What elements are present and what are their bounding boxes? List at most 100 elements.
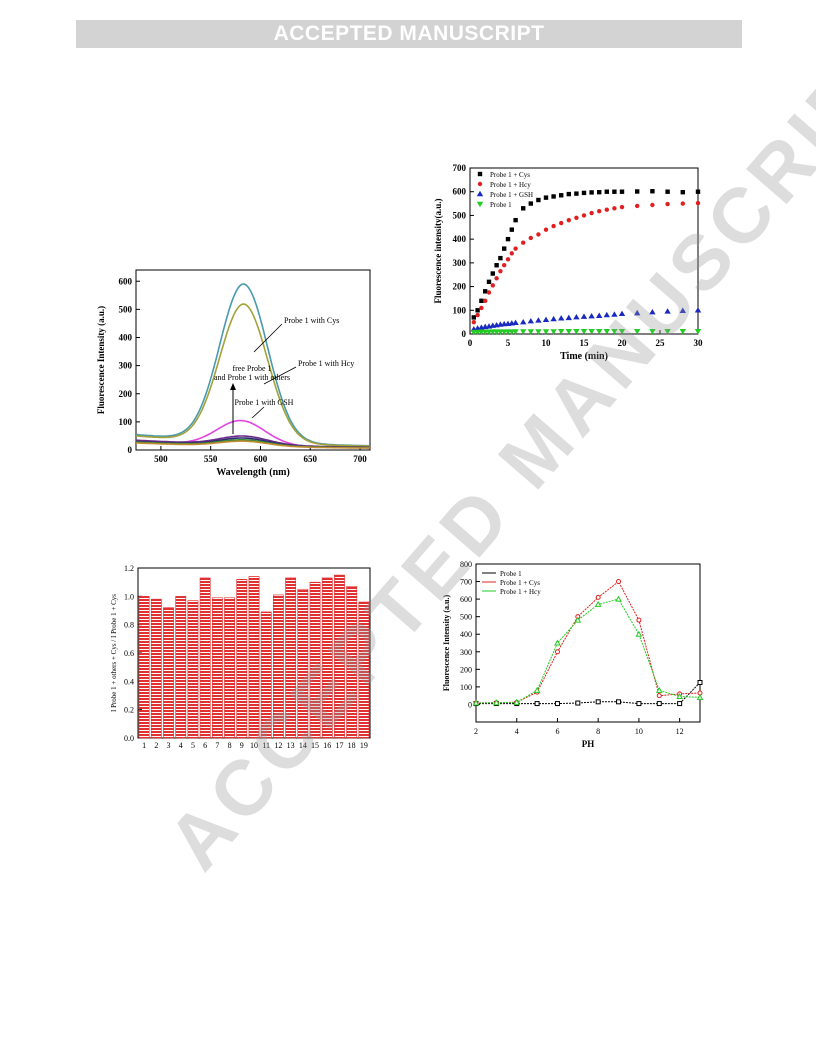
x-tick-label: 14: [299, 741, 307, 750]
spectrum-line: [135, 303, 370, 447]
x-tick-label: 8: [228, 741, 232, 750]
data-point-triangle-down: [558, 328, 565, 335]
data-point-square: [534, 701, 540, 707]
x-tick-label: 1: [142, 741, 146, 750]
data-point-square: [574, 191, 579, 196]
data-point-triangle: [594, 600, 602, 607]
bar: [150, 598, 162, 739]
x-tick-label: 500: [154, 454, 168, 464]
x-tick-label: 600: [254, 454, 268, 464]
data-point-square: [575, 700, 581, 706]
data-point-square: [656, 701, 662, 707]
data-point-triangle: [679, 307, 686, 313]
data-point-square: [475, 308, 480, 313]
legend-entry: Probe 1 + Hcy: [490, 181, 531, 189]
data-point-circle: [536, 232, 541, 237]
x-tick-label: 5: [506, 338, 511, 348]
data-point-square: [697, 680, 703, 685]
x-tick-label: 25: [656, 338, 666, 348]
data-point-circle: [597, 208, 602, 214]
data-point-square: [559, 193, 564, 198]
data-point-triangle: [580, 313, 588, 319]
data-point-triangle: [635, 630, 643, 637]
data-point-circle: [554, 649, 560, 655]
data-point-square: [505, 236, 511, 242]
data-point-circle: [695, 200, 701, 206]
data-point-circle: [486, 290, 492, 295]
y-tick-label: 0.4: [124, 677, 134, 686]
data-point-triangle: [520, 318, 527, 325]
x-tick-label: 15: [580, 338, 590, 348]
data-point-triangle: [676, 693, 683, 700]
bar: [187, 600, 199, 739]
data-point-square: [665, 189, 670, 194]
x-tick-label: 4: [515, 727, 519, 736]
y-tick-label: 800: [460, 560, 472, 569]
y-tick-label: 0.8: [124, 621, 134, 630]
data-point-triangle: [649, 308, 656, 315]
y-tick-label: 100: [119, 417, 133, 427]
x-tick-label: 10: [542, 338, 552, 348]
data-point-circle: [477, 181, 483, 187]
series-line: [475, 580, 701, 704]
data-point-triangle: [527, 317, 534, 324]
data-point-triangle-down: [573, 328, 580, 335]
y-tick-label: 200: [453, 282, 467, 292]
data-point-circle: [680, 201, 685, 206]
annotation-arrowhead: [230, 383, 236, 390]
data-point-circle: [581, 213, 587, 218]
data-point-triangle: [615, 595, 622, 602]
annotation-gsh: Probe 1 with GSH: [235, 398, 294, 407]
x-tick-label: 700: [353, 454, 367, 464]
legend-entry: Probe 1 + GSH: [490, 191, 533, 199]
data-point-square: [677, 701, 683, 707]
plot-frame: [135, 269, 371, 451]
data-point-triangle-down: [634, 328, 641, 335]
data-point-circle: [551, 223, 556, 229]
data-point-circle: [505, 257, 511, 262]
data-point-square: [635, 189, 640, 194]
data-point-circle: [521, 240, 526, 245]
x-axis-label: Wavelength (nm): [216, 467, 290, 478]
x-tick-label: 20: [618, 338, 628, 348]
data-point-square: [616, 699, 622, 705]
x-tick-label: 6: [555, 727, 559, 736]
annotation-hcy: Probe 1 with Hcy: [298, 359, 354, 368]
data-point-square: [483, 289, 488, 294]
bar: [321, 577, 333, 739]
data-point-triangle-down: [580, 328, 588, 335]
annotation-leader: [251, 406, 265, 419]
data-point-circle: [604, 207, 609, 212]
data-point-triangle-down: [694, 328, 702, 335]
data-point-triangle: [533, 686, 541, 693]
data-point-triangle: [634, 309, 641, 316]
data-point-circle: [566, 217, 571, 223]
data-point-triangle-down: [618, 328, 626, 335]
bar: [224, 597, 235, 739]
x-tick-label: 19: [360, 741, 368, 750]
data-point-square: [566, 191, 571, 197]
data-point-triangle: [588, 313, 595, 319]
x-tick-label: 13: [287, 741, 295, 750]
data-point-triangle: [694, 307, 702, 313]
data-point-triangle: [596, 312, 603, 318]
data-point-triangle: [565, 314, 572, 321]
data-point-square: [554, 701, 560, 707]
bar: [163, 607, 174, 739]
y-axis-label: I Probe 1 + others + Cys / I Probe 1 + C…: [110, 594, 118, 712]
y-axis-label: Fluorescence Intensity (a.u.): [96, 306, 106, 414]
data-point-circle: [502, 263, 507, 268]
spectrum-line: [136, 440, 369, 449]
data-point-square: [494, 263, 499, 268]
selectivity-bar-chart: 0.00.20.40.60.81.01.21 2 3 4 5 6 7 8 9 10 11 12 13 14…: [110, 564, 371, 750]
data-point-triangle-down: [611, 328, 618, 335]
data-point-triangle: [472, 699, 480, 706]
data-point-circle: [494, 276, 499, 281]
x-tick-label: 2: [154, 741, 158, 750]
data-point-triangle: [535, 317, 542, 323]
data-point-square: [536, 197, 541, 203]
data-point-circle: [543, 227, 549, 232]
data-point-circle: [635, 203, 640, 209]
y-tick-label: 700: [453, 163, 467, 173]
